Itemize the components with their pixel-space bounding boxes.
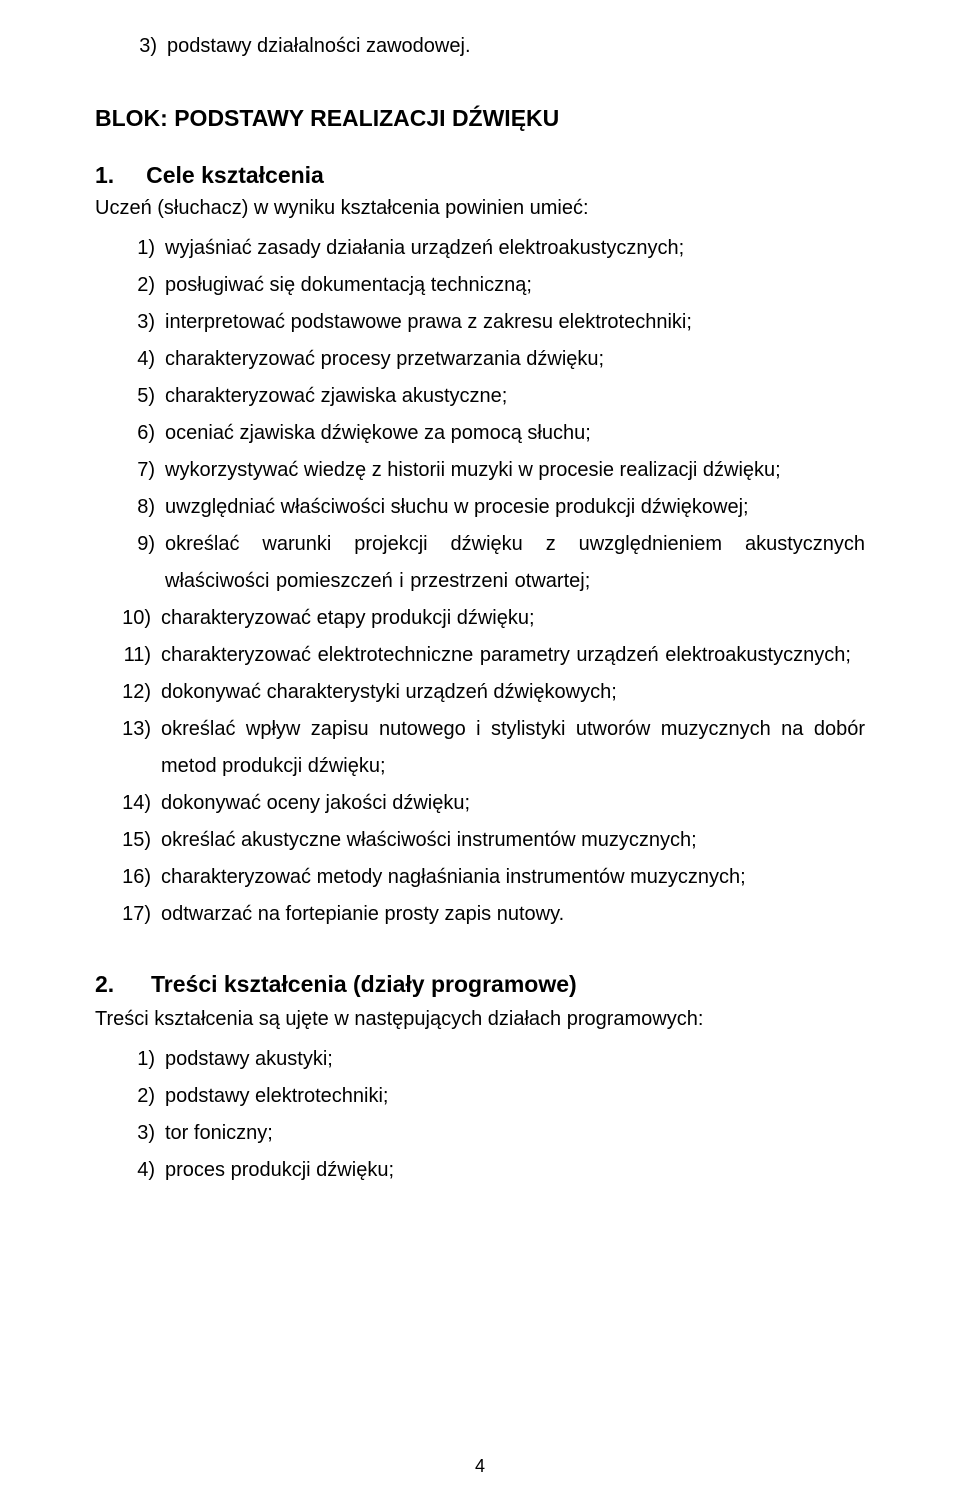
list-item: 3) tor foniczny;	[95, 1115, 865, 1152]
list-item: 14) dokonywać oceny jakości dźwięku;	[95, 785, 865, 822]
item-text: oceniać zjawiska dźwiękowe za pomocą słu…	[165, 415, 865, 452]
item-num: 2)	[95, 267, 165, 304]
item-num: 9)	[95, 526, 165, 600]
list-item: 4) charakteryzować procesy przetwarzania…	[95, 341, 865, 378]
item-text: posługiwać się dokumentacją techniczną;	[165, 267, 865, 304]
item-text: uwzględniać właściwości słuchu w procesi…	[165, 489, 865, 526]
item-num: 17)	[95, 896, 161, 933]
list-item: 4) proces produkcji dźwięku;	[95, 1152, 865, 1189]
item-num: 16)	[95, 859, 161, 896]
item-text: podstawy akustyki;	[165, 1041, 865, 1078]
list-item: 16) charakteryzować metody nagłaśniania …	[95, 859, 865, 896]
item-num: 4)	[95, 1152, 165, 1189]
item-num: 3)	[95, 304, 165, 341]
list-item: 2) posługiwać się dokumentacją techniczn…	[95, 267, 865, 304]
item-num: 1)	[95, 230, 165, 267]
item-num: 7)	[95, 452, 165, 489]
item-num: 2)	[95, 1078, 165, 1115]
page-number: 4	[0, 1456, 960, 1477]
list-item: 17) odtwarzać na fortepianie prosty zapi…	[95, 896, 865, 933]
section2-num: 2.	[95, 971, 151, 998]
item-text: określać akustyczne właściwości instrume…	[161, 822, 865, 859]
section2-list: 1) podstawy akustyki; 2) podstawy elektr…	[95, 1041, 865, 1189]
item-text: podstawy elektrotechniki;	[165, 1078, 865, 1115]
section1-title: Cele kształcenia	[146, 162, 324, 188]
item-text: charakteryzować etapy produkcji dźwięku;	[161, 600, 865, 637]
item-text: wyjaśniać zasady działania urządzeń elek…	[165, 230, 865, 267]
item-num: 3)	[95, 1115, 165, 1152]
item-num: 4)	[95, 341, 165, 378]
item-num: 11)	[95, 637, 161, 674]
item-text: charakteryzować elektrotechniczne parame…	[161, 637, 865, 674]
item-text: proces produkcji dźwięku;	[165, 1152, 865, 1189]
item-text: charakteryzować zjawiska akustyczne;	[165, 378, 865, 415]
item-num: 15)	[95, 822, 161, 859]
list-item: 8) uwzględniać właściwości słuchu w proc…	[95, 489, 865, 526]
item-num: 8)	[95, 489, 165, 526]
list-item: 10) charakteryzować etapy produkcji dźwi…	[95, 600, 865, 637]
item-text: charakteryzować metody nagłaśniania inst…	[161, 859, 865, 896]
item-text: określać warunki projekcji dźwięku z uwz…	[165, 526, 865, 600]
item-text: odtwarzać na fortepianie prosty zapis nu…	[161, 896, 865, 933]
item-text: charakteryzować procesy przetwarzania dź…	[165, 341, 865, 378]
block-title: BLOK: PODSTAWY REALIZACJI DŹWIĘKU	[95, 105, 865, 132]
section2-intro: Treści kształcenia są ujęte w następując…	[95, 1008, 865, 1031]
item-text: tor foniczny;	[165, 1115, 865, 1152]
list-item: 15) określać akustyczne właściwości inst…	[95, 822, 865, 859]
list-item: 1) podstawy akustyki;	[95, 1041, 865, 1078]
document-page: 3) podstawy działalności zawodowej. BLOK…	[0, 0, 960, 1499]
item-num: 10)	[95, 600, 161, 637]
section2-title: Treści kształcenia (działy programowe)	[151, 971, 577, 998]
item-num: 12)	[95, 674, 161, 711]
item-num: 6)	[95, 415, 165, 452]
list-item: 11) charakteryzować elektrotechniczne pa…	[95, 637, 865, 674]
list-item: 6) oceniać zjawiska dźwiękowe za pomocą …	[95, 415, 865, 452]
list-item: 9) określać warunki projekcji dźwięku z …	[95, 526, 865, 600]
top-list-item: 3) podstawy działalności zawodowej.	[95, 28, 865, 65]
item-text: wykorzystywać wiedzę z historii muzyki w…	[165, 452, 865, 489]
list-item: 13) określać wpływ zapisu nutowego i sty…	[95, 711, 865, 785]
section1-heading: 1. Cele kształcenia	[95, 162, 865, 189]
list-item: 7) wykorzystywać wiedzę z historii muzyk…	[95, 452, 865, 489]
item-num: 5)	[95, 378, 165, 415]
item-num: 1)	[95, 1041, 165, 1078]
item-num: 13)	[95, 711, 161, 785]
item-text: określać wpływ zapisu nutowego i stylist…	[161, 711, 865, 785]
section1-intro: Uczeń (słuchacz) w wyniku kształcenia po…	[95, 197, 865, 220]
list-item: 1) wyjaśniać zasady działania urządzeń e…	[95, 230, 865, 267]
section1-list: 1) wyjaśniać zasady działania urządzeń e…	[95, 230, 865, 933]
list-item: 3) interpretować podstawowe prawa z zakr…	[95, 304, 865, 341]
section2-heading: 2. Treści kształcenia (działy programowe…	[95, 971, 865, 998]
list-item: 5) charakteryzować zjawiska akustyczne;	[95, 378, 865, 415]
item-text: interpretować podstawowe prawa z zakresu…	[165, 304, 865, 341]
section1-num: 1.	[95, 162, 114, 188]
top-item-text: podstawy działalności zawodowej.	[167, 28, 865, 65]
list-item: 2) podstawy elektrotechniki;	[95, 1078, 865, 1115]
item-text: dokonywać charakterystyki urządzeń dźwię…	[161, 674, 865, 711]
item-text: dokonywać oceny jakości dźwięku;	[161, 785, 865, 822]
top-item-num: 3)	[105, 28, 167, 65]
list-item: 12) dokonywać charakterystyki urządzeń d…	[95, 674, 865, 711]
item-num: 14)	[95, 785, 161, 822]
